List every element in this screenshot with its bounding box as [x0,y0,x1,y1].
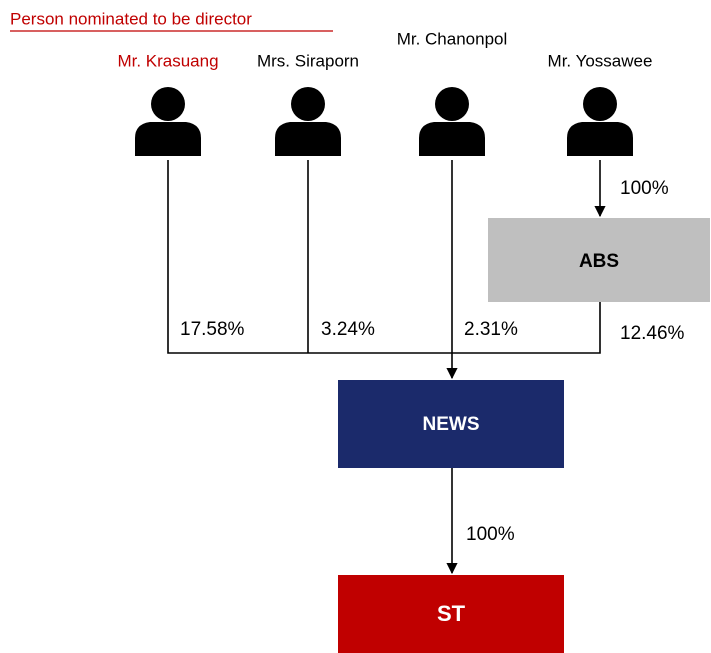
box-news [338,380,564,468]
heading: Person nominated to be director [10,9,252,28]
edge-label: 17.58% [180,319,245,340]
box-label: ABS [579,251,619,272]
person-name: Mrs. Siraporn [257,51,359,70]
person-icon [419,87,485,156]
box-label: NEWS [423,414,480,435]
person-name: Mr. Krasuang [117,51,218,70]
person-icon [275,87,341,156]
edge-label: 100% [620,178,669,199]
box-st [338,575,564,653]
person-name: Mr. Chanonpol [397,29,508,48]
edge-label: 3.24% [321,319,375,340]
edge-label: 100% [466,524,515,545]
box-label: ST [437,601,466,626]
connector [167,160,601,354]
person-name: Mr. Yossawee [548,51,653,70]
box-abs [488,218,710,302]
edge-label: 2.31% [464,319,518,340]
edge-label: 12.46% [620,323,685,344]
person-icon [567,87,633,156]
person-icon [135,87,201,156]
